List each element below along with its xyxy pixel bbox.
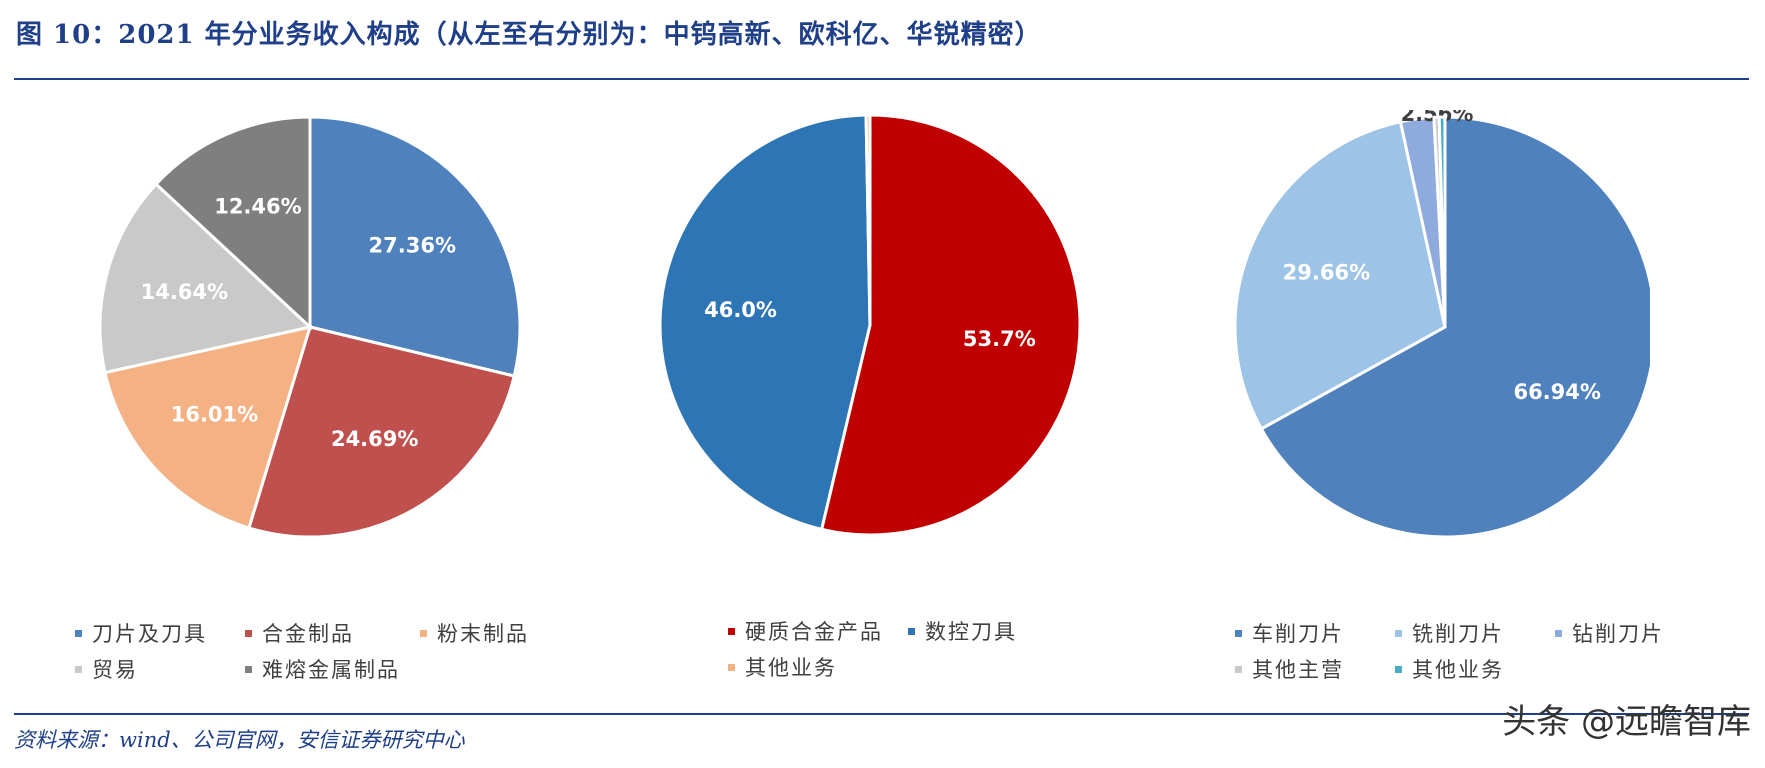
legend-item-1-2: 其他业务 [728, 652, 837, 682]
legend-label: 其他业务 [1412, 658, 1504, 682]
data-label-0-4: 12.46% [214, 195, 301, 219]
data-label-0-2: 16.01% [171, 402, 258, 426]
legend-item-2-2: 钻削刀片 [1555, 618, 1664, 648]
legend-label: 刀片及刀具 [92, 622, 207, 646]
legend-item-2-4: 其他业务 [1395, 654, 1504, 684]
legend-label: 其他主营 [1252, 658, 1344, 682]
legend-item-2-1: 铣削刀片 [1395, 618, 1504, 648]
legend-item-2-0: 车削刀片 [1235, 618, 1344, 648]
legend-swatch [1235, 665, 1242, 673]
legend-swatch [420, 629, 427, 637]
legend-zhongwu: 刀片及刀具 合金制品 粉末制品贸易 难熔金属制品 [75, 618, 595, 698]
legend-swatch [1395, 629, 1402, 637]
data-label-2-1: 29.66% [1283, 260, 1370, 284]
title-rule [14, 78, 1749, 80]
legend-label: 贸易 [92, 658, 138, 682]
footer-rule [14, 713, 1749, 715]
legend-swatch [1555, 629, 1562, 637]
pie-chart-zhongwu: 27.36% 24.69% 16.01% 14.64% 12.46% [85, 110, 535, 550]
legend-label: 硬质合金产品 [745, 620, 883, 644]
legend-label: 合金制品 [262, 622, 354, 646]
pie-chart-zhongwu-svg: 27.36% 24.69% 16.01% 14.64% 12.46% [98, 115, 522, 539]
legend-item-0-0: 刀片及刀具 [75, 618, 207, 648]
legend-label: 其他业务 [745, 656, 837, 680]
legend-item-0-2: 粉末制品 [420, 618, 529, 648]
pie-slice-2-4 [1437, 115, 1447, 328]
legend-swatch [908, 627, 915, 635]
legend-swatch [75, 629, 82, 637]
legend-swatch [1235, 629, 1242, 637]
pie-slice-0-3 [98, 182, 314, 375]
legend-swatch [245, 629, 252, 637]
pie-slice-0-0 [308, 115, 522, 378]
legend-swatch [245, 665, 252, 673]
legend-label: 钻削刀片 [1572, 622, 1664, 646]
legend-swatch [728, 627, 735, 635]
pie-slice-1-0 [819, 113, 1082, 537]
pie-chart-huarui: 66.94%29.66%2.56% [1200, 110, 1650, 550]
pie-slice-1-2 [864, 113, 872, 326]
legend-swatch [1395, 665, 1402, 673]
legend-item-1-0: 硬质合金产品 [728, 616, 883, 646]
data-label-0-0: 27.36% [369, 233, 456, 257]
pie-slice-2-1 [1233, 119, 1447, 431]
pie-slice-1-1 [658, 113, 872, 532]
pie-slice-2-0 [1259, 115, 1650, 539]
pie-slice-0-2 [103, 324, 313, 530]
pie-chart-huarui-svg: 66.94%29.66%2.56% [1233, 110, 1650, 539]
data-label-0-3: 14.64% [141, 280, 228, 304]
data-label-1-1: 46.0% [704, 298, 777, 322]
legend-label: 粉末制品 [437, 622, 529, 646]
legend-huarui: 车削刀片 铣削刀片 钻削刀片其他主营 其他业务 [1235, 618, 1675, 698]
legend-label: 铣削刀片 [1412, 622, 1504, 646]
legend-label: 数控刀具 [925, 620, 1017, 644]
figure-title: 图 10：2021 年分业务收入构成（从左至右分别为：中钨高新、欧科亿、华锐精密… [16, 20, 1042, 50]
legend-item-1-1: 数控刀具 [908, 616, 1017, 646]
legend-oke: 硬质合金产品 数控刀具其他业务 [728, 616, 1148, 696]
source-note: 资料来源：wind、公司官网，安信证券研究中心 [14, 728, 465, 752]
pie-slice-0-4 [153, 115, 312, 331]
legend-swatch [75, 665, 82, 673]
data-label-2-0: 66.94% [1513, 380, 1600, 404]
legend-swatch [728, 663, 735, 671]
legend-item-0-3: 贸易 [75, 654, 138, 684]
data-label-1-0: 53.7% [963, 327, 1036, 351]
pie-chart-oke-svg: 53.7% 46.0% [658, 113, 1082, 537]
pie-chart-oke: 53.7% 46.0% [640, 110, 1090, 550]
legend-item-2-3: 其他主营 [1235, 654, 1344, 684]
data-label-0-1: 24.69% [331, 427, 418, 451]
legend-item-0-4: 难熔金属制品 [245, 654, 400, 684]
legend-label: 车削刀片 [1252, 622, 1344, 646]
pie-slice-0-1 [247, 325, 517, 539]
watermark: 头条 @远瞻智库 [1502, 702, 1751, 742]
legend-label: 难熔金属制品 [262, 658, 400, 682]
legend-item-0-1: 合金制品 [245, 618, 354, 648]
